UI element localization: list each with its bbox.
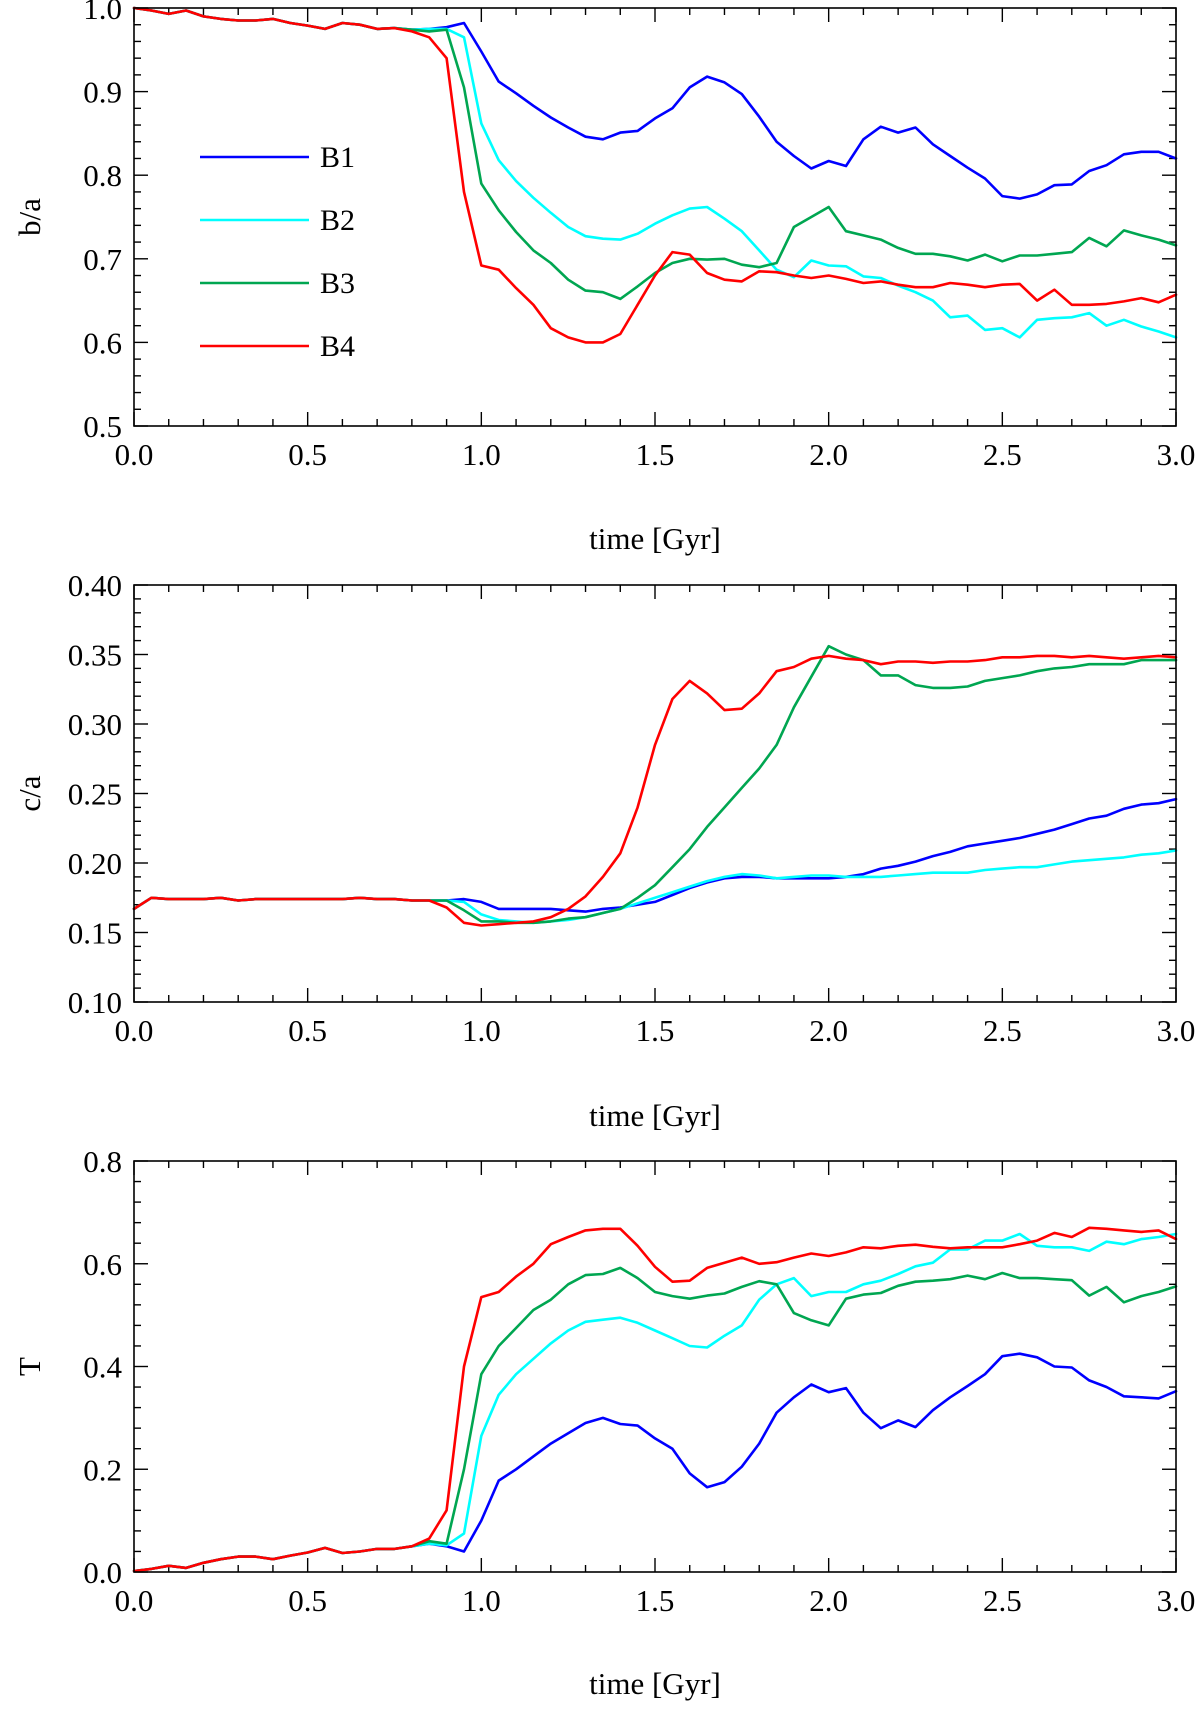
x-tick-label: 1.5 <box>636 437 675 472</box>
x-tick-label: 0.5 <box>288 1583 327 1618</box>
y-tick-label: 0.30 <box>68 707 122 742</box>
x-tick-label: 0.0 <box>115 1013 154 1048</box>
series-line-b1 <box>132 1352 1178 1573</box>
x-tick-label: 2.5 <box>983 1013 1022 1048</box>
x-tick-label: 0.0 <box>115 1583 154 1618</box>
legend-label-b3: B3 <box>320 267 355 300</box>
x-tick-label: 2.0 <box>809 1013 848 1048</box>
legend: B1 B2 B3 B4 <box>200 141 355 363</box>
x-axis-label: time [Gyr] <box>589 521 721 556</box>
legend-label-b2: B2 <box>320 204 355 237</box>
plot-frame <box>133 584 1177 1003</box>
plot-frame <box>133 7 1177 427</box>
y-tick-label: 1.0 <box>83 0 122 26</box>
plot-frame <box>133 1160 1177 1573</box>
x-tick-label: 0.5 <box>288 437 327 472</box>
x-tick-label: 2.5 <box>983 437 1022 472</box>
y-tick-label: 0.7 <box>83 242 122 277</box>
series-line-b2 <box>132 1232 1178 1573</box>
panel-bottom: 0.0 0.5 1.0 1.5 2.0 2.5 3.0 0.0 0.2 0.4 0.6 0.8 time… <box>12 1144 1195 1701</box>
series-line-b4 <box>132 1226 1178 1573</box>
x-tick-label: 1.0 <box>462 1013 501 1048</box>
series-line-b2 <box>132 6 1178 339</box>
x-tick-label: 3.0 <box>1157 437 1196 472</box>
y-tick-label: 0.25 <box>68 777 122 812</box>
y-tick-label: 0.9 <box>83 75 122 110</box>
x-tick-label: 2.0 <box>809 1583 848 1618</box>
x-tick-label: 1.5 <box>636 1583 675 1618</box>
y-tick-label: 0.15 <box>68 916 122 951</box>
y-tick-label: 0.35 <box>68 638 122 673</box>
legend-label-b1: B1 <box>320 141 355 174</box>
y-tick-label: 0.0 <box>83 1555 122 1590</box>
series-line-b3 <box>132 644 1178 925</box>
series-line-b3 <box>132 6 1178 301</box>
panel-middle: 0.0 0.5 1.0 1.5 2.0 2.5 3.0 0.10 0.15 0.20 0.25 0.3… <box>12 568 1195 1133</box>
y-axis-label: T <box>12 1357 47 1376</box>
y-tick-label: 0.8 <box>83 158 122 193</box>
x-axis-label: time [Gyr] <box>589 1666 721 1701</box>
x-axis-label: time [Gyr] <box>589 1098 721 1133</box>
x-tick-label: 0.5 <box>288 1013 327 1048</box>
y-tick-label: 0.8 <box>83 1144 122 1179</box>
x-tick-label: 2.0 <box>809 437 848 472</box>
y-tick-label: 0.5 <box>83 409 122 444</box>
x-tick-label: 1.0 <box>462 1583 501 1618</box>
y-axis-label: b/a <box>12 198 47 236</box>
y-tick-label: 0.40 <box>68 568 122 603</box>
y-tick-label: 0.10 <box>68 985 122 1020</box>
panel-top: 0.0 0.5 1.0 1.5 2.0 2.5 3.00.50.60.70.80.91.0t… <box>12 0 1195 556</box>
x-tick-label: 2.5 <box>983 1583 1022 1618</box>
x-tick-label: 0.0 <box>115 437 154 472</box>
y-tick-label: 0.6 <box>83 1247 122 1282</box>
y-tick-label: 0.20 <box>68 846 122 881</box>
y-tick-label: 0.4 <box>83 1350 122 1385</box>
series-line-b3 <box>132 1266 1178 1573</box>
legend-label-b4: B4 <box>320 330 355 363</box>
y-tick-label: 0.2 <box>83 1452 122 1487</box>
x-tick-label: 3.0 <box>1157 1013 1196 1048</box>
x-tick-label: 1.5 <box>636 1013 675 1048</box>
y-tick-label: 0.6 <box>83 325 122 360</box>
series-line-b4 <box>132 6 1178 344</box>
x-tick-label: 3.0 <box>1157 1583 1196 1618</box>
series-line-b1 <box>132 797 1178 913</box>
y-axis-label: c/a <box>12 775 47 811</box>
series-line-b4 <box>132 654 1178 927</box>
x-tick-label: 1.0 <box>462 437 501 472</box>
series-line-b1 <box>132 6 1178 200</box>
